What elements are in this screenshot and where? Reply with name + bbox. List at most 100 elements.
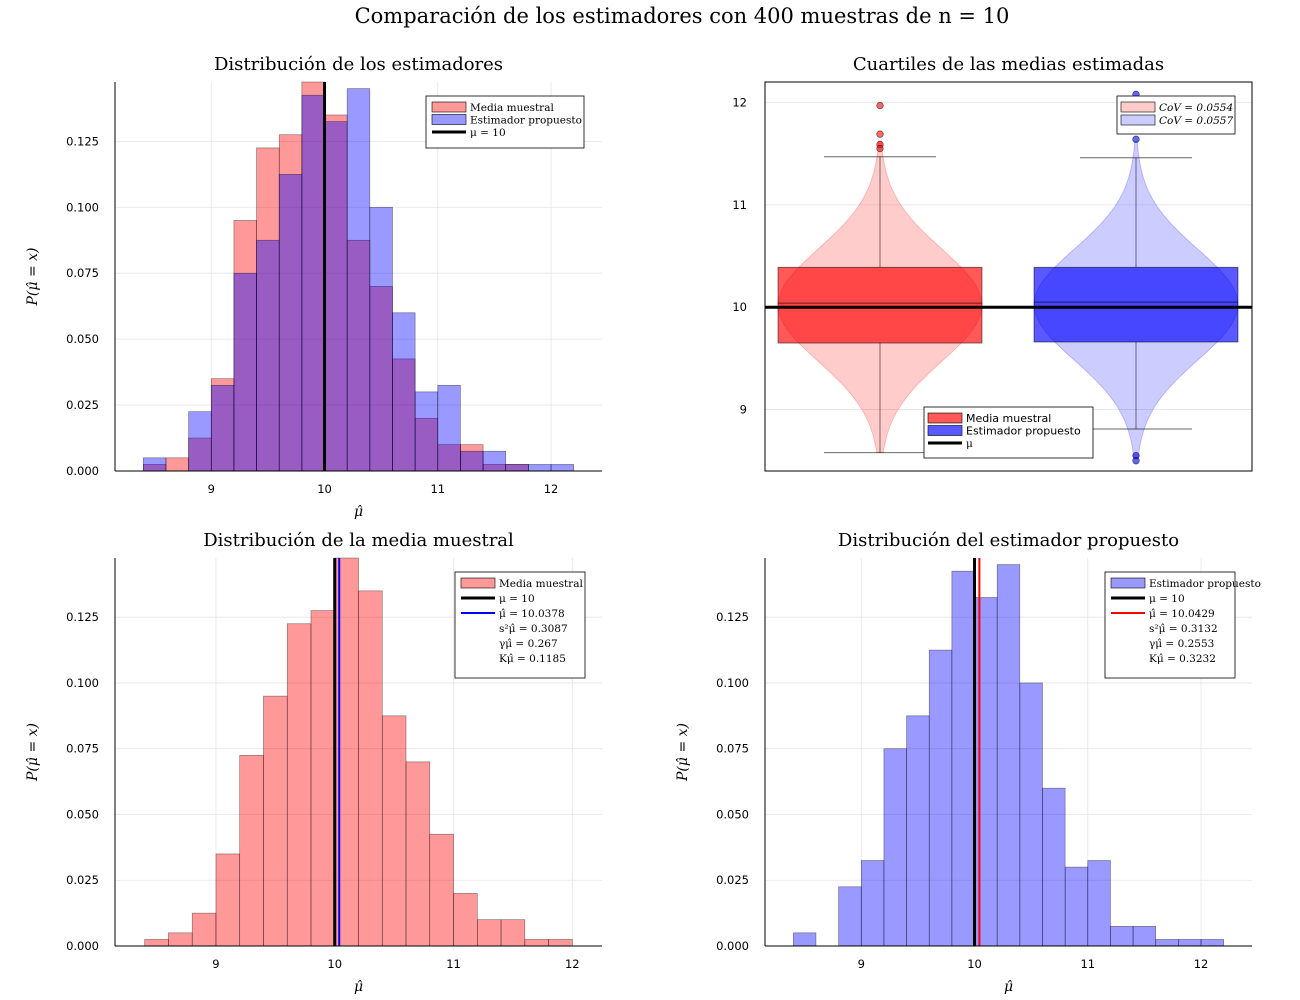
y-tick-label: 0.025 [716, 873, 749, 887]
bar-blue [1178, 939, 1202, 947]
legend-swatch [431, 114, 467, 125]
bar-blue [860, 860, 885, 947]
legend-label: Estimador propuesto [1149, 578, 1261, 590]
bar-blue [1087, 860, 1111, 947]
bar-blue [1200, 939, 1224, 947]
x-tick-label: 11 [430, 482, 445, 496]
bar-blue [346, 88, 371, 472]
bar-blue [906, 715, 930, 947]
outlier-point [1132, 457, 1140, 465]
legend-label: s²μ̂ = 0.3087 [499, 623, 568, 635]
legend-label: Media muestral [499, 578, 583, 590]
bar-blue [324, 121, 348, 472]
y-tick-label: 0.075 [716, 742, 749, 756]
x-tick-label: 11 [446, 957, 461, 971]
y-tick-label: 0.125 [716, 610, 749, 624]
bar-red [500, 919, 526, 947]
bar-blue [996, 564, 1021, 947]
bar-blue [482, 450, 507, 472]
chart-hist-both: 9 10 11 12 0.000 0.025 0.050 0.075 0.100 0.125 Dis… [25, 54, 602, 520]
bar-red [429, 833, 454, 947]
x-axis-label: μ̂ [354, 979, 363, 995]
bar-blue [1110, 925, 1134, 947]
legend-swatch [1110, 577, 1146, 589]
bar-red [168, 932, 193, 947]
y-tick-label: 0.000 [716, 939, 749, 953]
legend-swatch [927, 412, 963, 424]
y-tick-label: 0.075 [66, 742, 99, 756]
legend-swatch [1120, 101, 1156, 113]
bar-blue [951, 570, 975, 947]
legend-label: Media muestral [966, 412, 1051, 425]
bar-red [191, 912, 217, 947]
bar-blue [838, 886, 862, 947]
legend-label: Kμ̂ = 0.1185 [499, 653, 566, 665]
bar-red [405, 761, 431, 947]
chart-hist-propuesto: 9 10 11 12 0.000 0.025 0.050 0.075 0.100 0.125 Dis… [675, 530, 1261, 995]
y-tick-label: 0.100 [66, 676, 99, 690]
bar-blue [392, 312, 416, 472]
legend-label: μ̂ = 10.0378 [499, 608, 565, 620]
legend-label: γμ̂ = 0.267 [499, 638, 558, 650]
legend-box [1104, 571, 1236, 679]
x-tick-label: 11 [1080, 957, 1095, 971]
y-tick-label: 0.025 [66, 873, 99, 887]
bar-blue [414, 391, 439, 472]
bar-red [453, 893, 478, 947]
y-axis-label: P(μ̂ = x) [25, 248, 41, 307]
y-tick-label: 12 [732, 95, 747, 109]
outlier-point [876, 101, 884, 110]
legend-label: Estimador propuesto [966, 425, 1081, 438]
legend: Media muestral μ = 10 μ̂ = 10.0378 s²μ̂ = 0… [454, 571, 586, 679]
x-tick-label: 9 [208, 482, 215, 496]
bar-blue [1042, 787, 1066, 947]
box-red [777, 266, 983, 344]
y-tick-label: 0.075 [66, 266, 99, 280]
bar-blue [1064, 866, 1089, 947]
bar-red [358, 590, 383, 947]
outlier-point [876, 144, 884, 153]
legend-label: γμ̂ = 0.2553 [1149, 638, 1214, 650]
bar-red [476, 919, 502, 947]
legend-label: μ [966, 438, 973, 450]
box-blue [1033, 266, 1239, 343]
chart-title: Cuartiles de las medias estimadas [853, 54, 1164, 75]
bar-blue [793, 932, 817, 947]
legend-label: CoV = 0.0557 [1159, 115, 1233, 127]
bar-blue [528, 464, 552, 472]
chart-hist-media: 9 10 11 12 0.000 0.025 0.050 0.075 0.100 0.125 Dis… [25, 530, 602, 995]
bar-blue [1132, 925, 1157, 947]
bar-blue [883, 748, 907, 947]
bar-blue [974, 597, 998, 947]
bar-red [239, 754, 264, 947]
bar-red [381, 715, 407, 947]
chart-title: Distribución de la media muestral [203, 530, 514, 551]
bar-blue [369, 206, 393, 472]
bar-red [286, 623, 312, 947]
y-tick-label: 10 [732, 300, 747, 314]
x-tick-label: 9 [858, 957, 865, 971]
legend-label: μ = 10 [499, 593, 535, 605]
y-tick-label: 0.000 [66, 939, 99, 953]
y-tick-label: 0.000 [66, 464, 99, 478]
y-tick-label: 0.050 [716, 807, 749, 821]
x-tick-label: 12 [565, 957, 580, 971]
y-tick-label: 0.125 [66, 134, 99, 148]
legend-label: Media muestral [470, 102, 554, 114]
bar-blue [256, 239, 280, 472]
y-tick-label: 0.125 [66, 610, 99, 624]
x-tick-label: 12 [1194, 957, 1209, 971]
legend-label: μ = 10 [1149, 593, 1185, 605]
outlier-point [876, 130, 884, 138]
chart-title: Distribución de los estimadores [214, 54, 503, 75]
bar-blue [1155, 939, 1179, 947]
bar-blue [550, 464, 574, 472]
y-tick-label: 9 [740, 403, 747, 417]
bar-blue [460, 450, 484, 472]
x-tick-label: 12 [544, 482, 559, 496]
x-axis-label: μ̂ [1004, 979, 1013, 995]
bar-blue [210, 384, 235, 472]
bar-blue [437, 384, 461, 472]
